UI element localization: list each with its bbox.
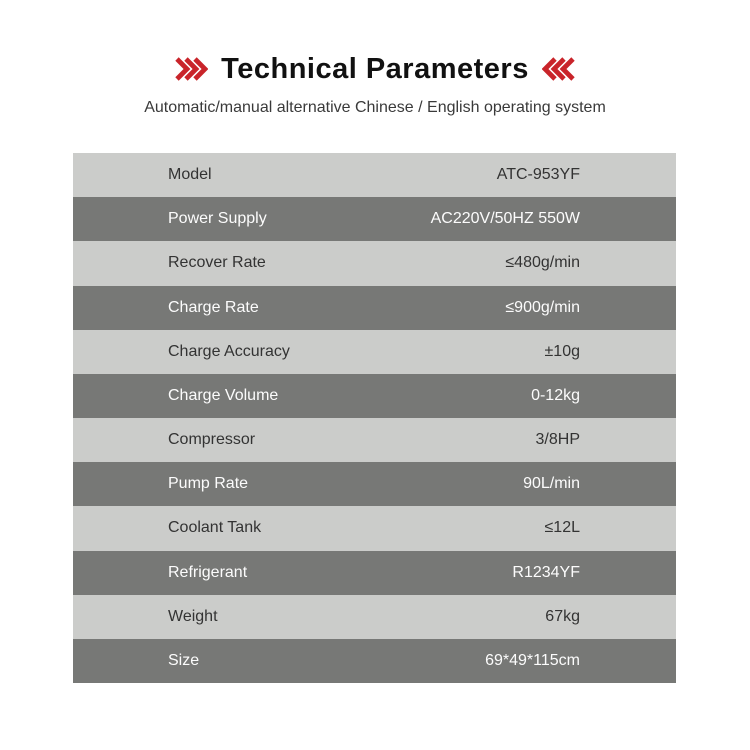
row-value: ≤480g/min (505, 254, 580, 272)
row-value: 67kg (545, 607, 580, 625)
row-label: Size (168, 651, 200, 669)
row-value: ≤12L (544, 519, 580, 537)
row-value: 90L/min (523, 475, 580, 493)
table-row: Model ATC-953YF (73, 153, 676, 198)
title-line: Technical Parameters (0, 52, 750, 86)
row-label: Power Supply (168, 210, 267, 228)
header: Technical Parameters Automatic/manual al… (0, 52, 750, 118)
row-label: Refrigerant (168, 563, 248, 581)
row-label: Recover Rate (168, 254, 266, 272)
row-value: 0-12kg (531, 386, 580, 404)
row-label: Charge Volume (168, 386, 279, 404)
spec-table: Model ATC-953YF Power Supply AC220V/50HZ 55… (73, 153, 676, 684)
page-subtitle: Automatic/manual alternative Chinese / E… (144, 99, 606, 116)
row-label: Charge Rate (168, 298, 259, 316)
chevrons-left-icon (541, 57, 575, 81)
row-value: AC220V/50HZ 550W (430, 210, 580, 228)
chevrons-right-icon (175, 57, 209, 81)
table-row: Recover Rate ≤480g/min (73, 241, 676, 286)
table-row: Charge Accuracy ±10g (73, 329, 676, 374)
page-title: Technical Parameters (221, 53, 529, 85)
row-label: Model (168, 166, 212, 184)
table-row: Power Supply AC220V/50HZ 550W (73, 197, 676, 242)
row-value: ATC-953YF (496, 166, 580, 184)
row-label: Coolant Tank (168, 519, 262, 537)
row-value: ±10g (544, 342, 580, 360)
row-label: Compressor (168, 431, 256, 449)
table-row: Weight 67kg (73, 594, 676, 639)
table-row: Charge Rate ≤900g/min (73, 285, 676, 330)
row-value: 3/8HP (535, 431, 580, 449)
row-label: Pump Rate (168, 475, 249, 493)
table-row: Compressor 3/8HP (73, 418, 676, 463)
table-row: Pump Rate 90L/min (73, 462, 676, 507)
table-row: Size 69*49*115cm (73, 638, 676, 684)
table-row: Charge Volume 0-12kg (73, 373, 676, 419)
table-row: Coolant Tank ≤12L (73, 506, 676, 551)
row-label: Weight (168, 607, 218, 625)
row-value: 69*49*115cm (485, 651, 580, 669)
row-value: ≤900g/min (505, 298, 580, 316)
row-value: R1234YF (512, 563, 580, 581)
table-row: Refrigerant R1234YF (73, 550, 676, 595)
row-label: Charge Accuracy (168, 342, 290, 360)
